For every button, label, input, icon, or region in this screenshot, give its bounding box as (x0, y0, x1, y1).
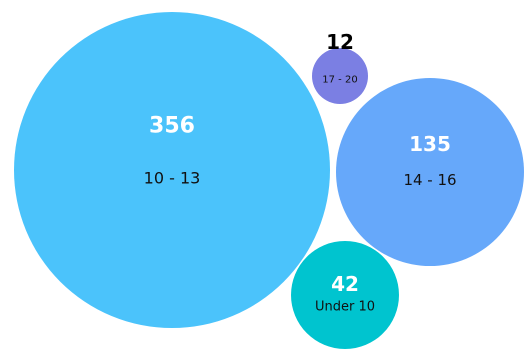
bubble-14-16: 135 14 - 16 (336, 78, 524, 266)
bubble-value-17-20: 12 (326, 30, 354, 54)
bubble-label-14-16: 14 - 16 (403, 171, 456, 189)
bubble-label-17-20: 17 - 20 (322, 75, 357, 86)
bubble-17-20: 12 17 - 20 (312, 30, 368, 104)
bubble-under-10: 42 Under 10 (291, 241, 399, 349)
bubbles-layer: 356 10 - 13 135 14 - 16 42 Under 10 12 17 - 20 (14, 12, 524, 349)
bubble-circle-under-10 (291, 241, 399, 349)
bubble-circle-17-20 (312, 48, 368, 104)
bubble-label-10-13: 10 - 13 (144, 169, 201, 188)
bubble-circle-10-13 (14, 12, 330, 328)
bubble-label-under-10: Under 10 (315, 300, 375, 315)
bubble-circle-14-16 (336, 78, 524, 266)
bubble-value-14-16: 135 (409, 132, 451, 156)
bubble-10-13: 356 10 - 13 (14, 12, 330, 328)
bubble-value-10-13: 356 (149, 114, 195, 139)
bubble-value-under-10: 42 (331, 272, 359, 296)
